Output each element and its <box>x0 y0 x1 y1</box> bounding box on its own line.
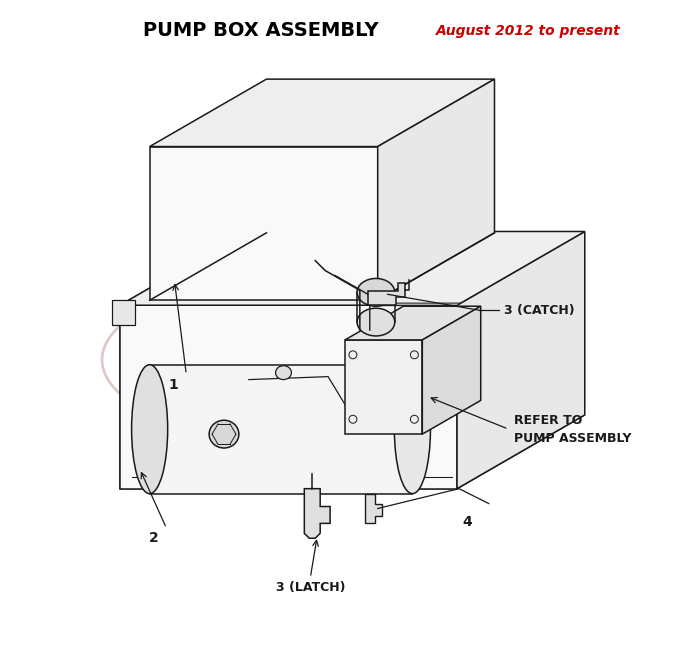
Polygon shape <box>422 306 481 434</box>
Polygon shape <box>120 231 585 305</box>
Polygon shape <box>120 415 585 489</box>
Polygon shape <box>112 300 135 325</box>
Text: 3 (CATCH): 3 (CATCH) <box>503 304 575 317</box>
Ellipse shape <box>131 365 168 494</box>
Polygon shape <box>345 340 422 434</box>
Polygon shape <box>457 231 585 489</box>
Polygon shape <box>378 79 495 300</box>
Text: 4: 4 <box>462 515 472 529</box>
Text: August 2012 to present: August 2012 to present <box>436 24 621 38</box>
Text: 1: 1 <box>168 377 179 392</box>
Text: SPECIALISTS: SPECIALISTS <box>231 360 449 389</box>
Polygon shape <box>365 494 382 523</box>
Polygon shape <box>150 79 495 147</box>
Polygon shape <box>368 283 406 305</box>
Text: INC: INC <box>359 350 376 360</box>
Polygon shape <box>120 305 457 489</box>
Polygon shape <box>150 365 412 494</box>
Polygon shape <box>378 303 461 305</box>
Ellipse shape <box>209 420 239 448</box>
Polygon shape <box>345 306 481 340</box>
Text: 3 (LATCH): 3 (LATCH) <box>276 581 345 594</box>
Polygon shape <box>304 489 330 538</box>
Text: EQUIPMENT: EQUIPMENT <box>211 321 469 359</box>
Polygon shape <box>150 147 378 300</box>
Polygon shape <box>120 231 248 489</box>
Text: REFER TO
PUMP ASSEMBLY: REFER TO PUMP ASSEMBLY <box>514 414 631 445</box>
Ellipse shape <box>395 365 430 494</box>
Ellipse shape <box>357 278 395 306</box>
Ellipse shape <box>276 366 291 380</box>
Ellipse shape <box>357 308 395 336</box>
Text: PUMP BOX ASSEMBLY: PUMP BOX ASSEMBLY <box>143 21 378 40</box>
Text: 2: 2 <box>148 531 159 545</box>
Polygon shape <box>145 253 464 300</box>
